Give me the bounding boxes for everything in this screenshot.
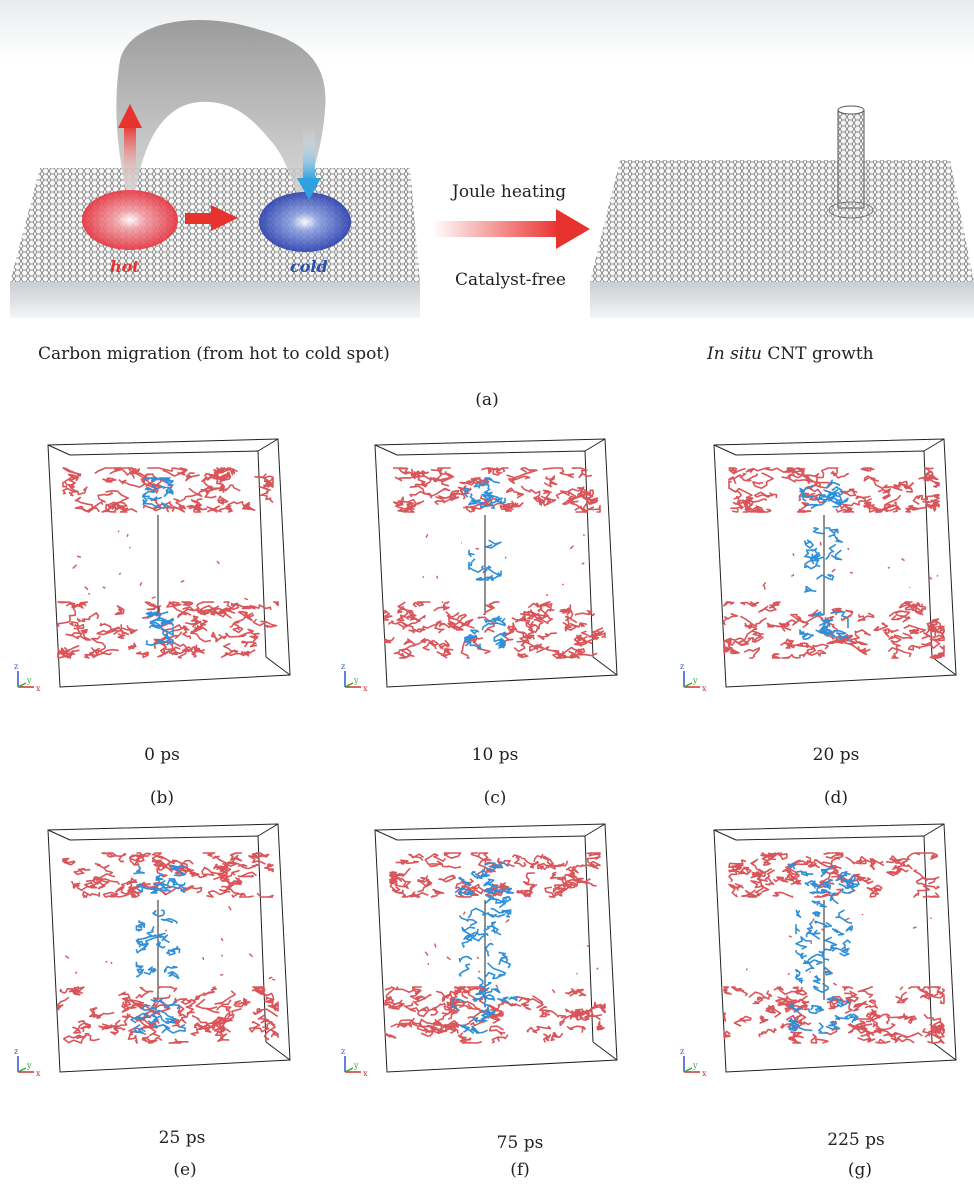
panel-label-a: (a)	[475, 390, 499, 410]
axis-z-label: z	[14, 662, 18, 671]
stray-fragments	[64, 905, 276, 989]
big-arrow-icon	[556, 209, 590, 249]
stray-fragments	[72, 530, 249, 601]
sim-box-frame	[374, 823, 618, 1073]
carbon-layers	[57, 852, 279, 1044]
down-arrow-icon	[297, 178, 321, 200]
axis-z-label: z	[14, 1047, 18, 1056]
hot-spot	[82, 190, 178, 250]
panel-label-d: (d)	[823, 788, 849, 808]
panel-label-c: (c)	[483, 788, 507, 808]
nanotube-bridge	[452, 862, 518, 1034]
sim-panel-b: zyx	[14, 438, 291, 693]
sim-panel-f: zyx	[341, 823, 618, 1078]
nanotube-icon	[828, 105, 874, 219]
right-caption-rest: CNT growth	[762, 344, 874, 364]
time-label-g: 225 ps	[827, 1130, 885, 1150]
axis-x-label: x	[702, 684, 707, 693]
axis-triad: zyx	[14, 1047, 41, 1078]
nanotube-bridge	[788, 862, 860, 1034]
axis-triad: zyx	[680, 662, 707, 693]
sim-panel-d: zyx	[680, 438, 957, 693]
left-caption: Carbon migration (from hot to cold spot)	[38, 344, 390, 364]
axis-x-label: x	[36, 684, 41, 693]
carbon-cloud	[116, 20, 326, 205]
axis-y-label: y	[26, 676, 32, 685]
carbon-layers	[384, 852, 606, 1044]
panel-label-e: (e)	[173, 1160, 197, 1180]
up-arrow-icon	[118, 104, 142, 128]
axis-triad: zyx	[341, 662, 368, 693]
nanotube-bridge	[130, 864, 186, 1034]
time-label-e: 25 ps	[158, 1128, 206, 1148]
axis-y-label: y	[692, 676, 698, 685]
stray-fragments	[746, 913, 932, 991]
time-label-d: 20 ps	[812, 745, 860, 765]
axis-triad: zyx	[680, 1047, 707, 1078]
sim-box-frame	[713, 823, 957, 1073]
axis-x-label: x	[363, 684, 368, 693]
nanotube-bridge	[799, 479, 849, 642]
axis-y-label: y	[353, 1061, 359, 1070]
panel-a-illustration: hot cold	[0, 0, 974, 318]
panel-label-g: (g)	[847, 1160, 873, 1180]
carbon-layers	[723, 852, 945, 1044]
carbon-layers	[57, 467, 279, 659]
axis-y-label: y	[26, 1061, 32, 1070]
stray-fragments	[424, 911, 599, 994]
time-label-f: 75 ps	[496, 1133, 544, 1153]
sim-box-frame	[713, 438, 957, 688]
cold-spot	[259, 192, 351, 252]
right-arrow-icon	[211, 205, 238, 231]
sim-box-frame	[47, 438, 291, 688]
joule-heating-label: Joule heating	[452, 182, 567, 202]
panel-label-b: (b)	[149, 788, 175, 808]
axis-x-label: x	[36, 1069, 41, 1078]
carbon-layers	[384, 467, 606, 659]
axis-x-label: x	[702, 1069, 707, 1078]
sim-panel-e: zyx	[14, 823, 291, 1078]
hot-label: hot	[110, 257, 140, 276]
nanotube-bridge	[142, 477, 174, 646]
stray-fragments	[422, 533, 592, 604]
right-caption: In situ CNT growth	[707, 344, 874, 364]
sim-box-frame	[47, 823, 291, 1073]
axis-z-label: z	[680, 662, 684, 671]
time-label-b: 0 ps	[144, 745, 180, 765]
nanotube-bridge	[464, 477, 506, 649]
panel-label-f: (f)	[510, 1160, 530, 1180]
axis-y-label: y	[692, 1061, 698, 1070]
sim-panel-c: zyx	[341, 438, 618, 693]
cold-label: cold	[290, 257, 328, 276]
axis-z-label: z	[341, 1047, 345, 1056]
sim-box-frame	[374, 438, 618, 688]
stray-fragments	[762, 541, 939, 608]
catalyst-free-label: Catalyst-free	[455, 270, 566, 290]
axis-triad: zyx	[341, 1047, 368, 1078]
axis-z-label: z	[680, 1047, 684, 1056]
axis-y-label: y	[353, 676, 359, 685]
axis-x-label: x	[363, 1069, 368, 1078]
axis-z-label: z	[341, 662, 345, 671]
sim-panel-g: zyx	[680, 823, 957, 1078]
axis-triad: zyx	[14, 662, 41, 693]
time-label-c: 10 ps	[471, 745, 519, 765]
right-caption-italic: In situ	[707, 344, 763, 364]
